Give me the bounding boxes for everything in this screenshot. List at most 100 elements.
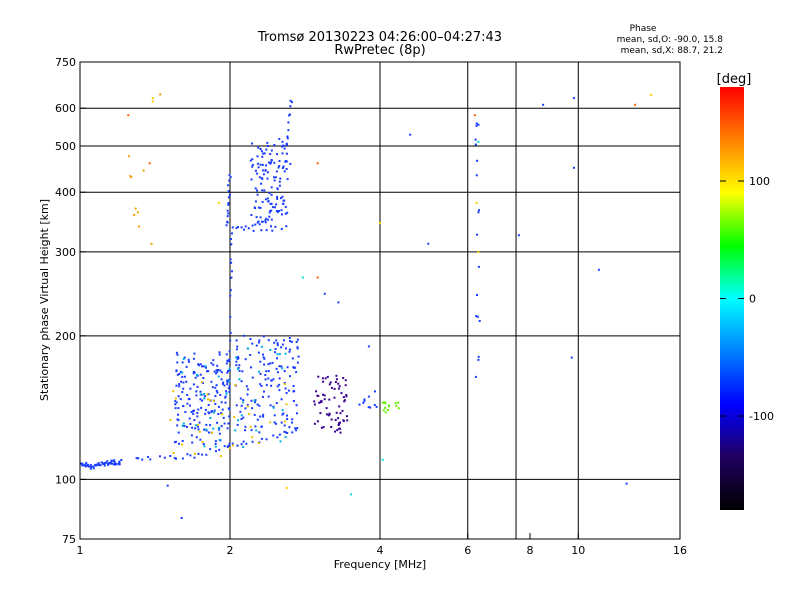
data-point — [270, 218, 273, 221]
data-point — [281, 413, 284, 416]
data-point — [244, 358, 247, 361]
data-point — [268, 215, 271, 218]
data-point — [301, 276, 304, 279]
data-point — [120, 459, 123, 461]
data-point — [276, 371, 279, 374]
data-point — [218, 428, 221, 431]
data-point — [280, 398, 283, 401]
data-point — [175, 457, 177, 460]
data-point — [283, 430, 286, 433]
data-point — [190, 434, 193, 437]
data-point — [287, 389, 290, 392]
data-point — [184, 411, 187, 413]
data-point — [216, 391, 219, 394]
data-point — [214, 442, 217, 445]
data-point — [113, 463, 116, 466]
data-point — [218, 438, 221, 441]
data-point — [251, 440, 254, 443]
data-point — [174, 400, 177, 403]
data-point — [159, 93, 162, 96]
data-point — [267, 218, 270, 221]
data-point — [240, 404, 243, 407]
data-point — [257, 206, 260, 209]
data-point — [227, 370, 229, 372]
data-point — [134, 207, 137, 210]
data-point — [369, 406, 372, 409]
data-point — [258, 431, 261, 434]
data-point — [235, 356, 238, 359]
data-point — [225, 390, 228, 393]
data-point — [231, 226, 234, 229]
data-point — [176, 418, 179, 421]
data-point — [373, 404, 376, 406]
data-point — [267, 395, 270, 398]
data-point — [278, 383, 281, 386]
data-point — [367, 395, 370, 398]
data-point — [113, 461, 116, 464]
data-point — [147, 456, 150, 458]
data-point — [291, 357, 294, 360]
data-point — [281, 140, 284, 143]
data-point — [265, 217, 268, 220]
data-point — [319, 412, 322, 415]
data-point — [129, 175, 132, 178]
data-point — [335, 374, 338, 377]
data-point — [382, 401, 385, 404]
data-point — [204, 408, 207, 411]
data-point — [97, 464, 100, 467]
data-point — [477, 123, 480, 126]
data-point — [219, 394, 222, 396]
data-point — [207, 404, 210, 406]
data-point — [339, 412, 342, 415]
data-point — [475, 174, 478, 177]
data-point — [224, 395, 227, 398]
data-point — [226, 371, 229, 374]
data-point — [381, 401, 384, 404]
data-point — [250, 214, 253, 216]
data-point — [270, 159, 273, 162]
data-point — [228, 390, 231, 393]
data-point — [267, 370, 270, 373]
data-point — [290, 340, 293, 343]
data-point — [212, 359, 215, 362]
data-point — [245, 385, 248, 388]
data-point — [295, 341, 298, 343]
data-point — [225, 392, 228, 395]
y-tick-label: 400 — [55, 186, 76, 199]
data-point — [281, 152, 284, 155]
data-point — [216, 370, 219, 373]
data-point — [179, 370, 182, 373]
data-point — [257, 351, 260, 354]
data-point — [260, 437, 263, 440]
data-point — [276, 197, 279, 200]
data-point — [127, 114, 130, 117]
data-point — [262, 173, 265, 176]
data-point — [251, 407, 254, 410]
data-point — [278, 137, 281, 140]
data-point — [220, 371, 223, 374]
data-point — [197, 363, 200, 366]
data-point — [202, 365, 205, 368]
data-point — [259, 383, 262, 386]
data-point — [210, 380, 213, 383]
data-point — [251, 165, 254, 168]
data-point — [259, 216, 262, 219]
data-point — [138, 225, 140, 228]
data-point — [338, 385, 341, 388]
data-point — [236, 423, 239, 426]
data-point — [384, 406, 387, 409]
data-point — [289, 113, 291, 116]
data-point — [263, 363, 266, 366]
data-point — [283, 339, 285, 342]
data-point — [213, 409, 216, 412]
data-point — [330, 418, 333, 421]
data-point — [333, 396, 336, 399]
data-point — [542, 103, 545, 106]
data-point — [267, 363, 270, 366]
data-point — [251, 342, 254, 345]
data-point — [217, 413, 220, 415]
data-point — [328, 398, 331, 401]
data-point — [181, 361, 184, 364]
data-point — [237, 355, 240, 358]
